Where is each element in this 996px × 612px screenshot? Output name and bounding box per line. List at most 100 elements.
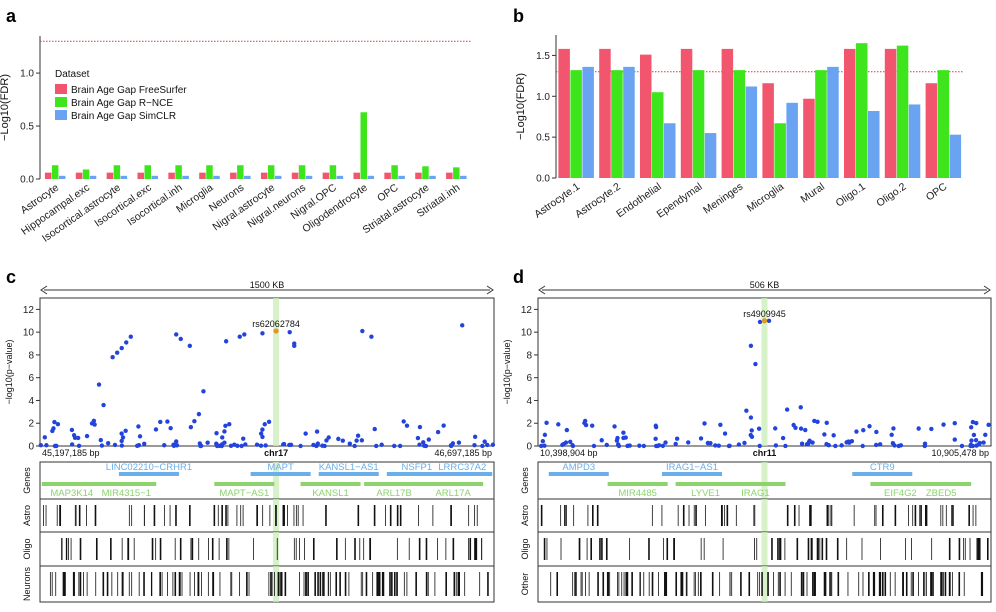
gene-body-2 — [852, 472, 913, 476]
snp-point-71 — [780, 435, 786, 441]
snp-point-116 — [981, 440, 986, 445]
snp-point-90 — [158, 419, 163, 425]
snp-point-51 — [968, 442, 974, 448]
snp-point-56 — [705, 440, 711, 446]
bar-0-5 — [199, 172, 206, 179]
snp-point-84 — [415, 435, 421, 441]
snp-point-90 — [922, 441, 928, 446]
bar-2-0 — [582, 66, 594, 178]
bar-2-6 — [244, 175, 251, 179]
snp-point-134 — [242, 332, 247, 337]
bar-0-3 — [680, 48, 693, 178]
y-tick-label: 12 — [23, 305, 35, 316]
track-label-3: Neurons — [22, 566, 32, 601]
snp-point-127 — [174, 332, 179, 337]
bar-0-3 — [137, 172, 144, 179]
gene-label-0: AMPD3 — [562, 462, 595, 473]
snp-point-61 — [867, 424, 872, 429]
snp-point-113 — [544, 420, 549, 425]
snp-point-85 — [599, 438, 604, 443]
snp-point-140 — [369, 334, 374, 339]
snp-point-91 — [450, 441, 456, 446]
snp-point-43 — [589, 423, 595, 428]
bar-1-10 — [360, 112, 367, 179]
snp-point-120 — [748, 343, 754, 349]
y-tick-label: 2 — [28, 419, 34, 430]
snp-point-127 — [798, 405, 803, 410]
bar-0-1 — [599, 48, 611, 178]
snp-point-52 — [974, 420, 979, 426]
snp-point-114 — [716, 443, 721, 448]
panel-label-c: c — [6, 267, 16, 287]
bar-2-12 — [429, 175, 436, 179]
snp-point-18 — [686, 440, 691, 445]
snp-point-119 — [860, 443, 865, 449]
bar-0-7 — [260, 172, 268, 179]
bar-2-9 — [949, 134, 962, 178]
snp-point-135 — [260, 331, 265, 336]
track-frame-3 — [39, 565, 495, 603]
gene-body-3 — [607, 482, 668, 486]
y-tick-label: 0.5 — [536, 133, 550, 144]
snp-point-36 — [55, 422, 61, 427]
snp-point-86 — [952, 437, 957, 442]
bar-1-1 — [82, 169, 90, 179]
snp-point-29 — [266, 419, 272, 424]
snp-point-61 — [340, 438, 345, 443]
y-tick-label: 8 — [526, 350, 532, 361]
x-tick-label: Mural — [799, 181, 827, 206]
snp-point-70 — [69, 427, 75, 433]
snp-point-28 — [354, 438, 359, 443]
snp-point-32 — [326, 435, 331, 440]
window-arrow-right — [486, 285, 494, 295]
bar-1-5 — [774, 123, 786, 178]
bar-chart-b: 0.00.51.01.5−Log10(FDR)Astrocyte.1Astroc… — [515, 35, 964, 221]
snp-point-123 — [128, 334, 133, 339]
snp-point-111 — [612, 424, 617, 429]
snp-point-34 — [472, 443, 477, 448]
snp-point-105 — [222, 440, 227, 445]
snp-point-68 — [582, 418, 588, 424]
gene-label-2: CTR9 — [870, 462, 895, 473]
snp-point-103 — [977, 440, 982, 446]
gene-body-2 — [318, 472, 379, 476]
snp-point-14 — [359, 438, 365, 443]
snp-point-20 — [822, 432, 827, 437]
snp-point-119 — [75, 435, 81, 441]
snp-point-112 — [656, 443, 662, 448]
snp-point-51 — [44, 443, 49, 448]
snp-point-91 — [641, 443, 647, 449]
lead-snp-label: rs62062784 — [252, 319, 300, 329]
snp-point-113 — [347, 441, 353, 446]
bar-2-2 — [664, 123, 676, 178]
snp-point-79 — [214, 443, 220, 449]
y-tick-label: 0.0 — [536, 174, 550, 185]
snp-point-143 — [260, 434, 265, 440]
snp-point-126 — [784, 407, 790, 412]
snp-point-3 — [205, 440, 210, 445]
snp-point-110 — [757, 443, 762, 449]
snp-point-117 — [615, 435, 620, 441]
snp-point-131 — [196, 411, 202, 417]
track-label-2: Oligo — [520, 538, 530, 559]
snp-point-72 — [637, 443, 642, 448]
snp-point-106 — [673, 441, 678, 447]
snp-point-53 — [374, 443, 379, 449]
snp-point-83 — [243, 442, 248, 447]
snp-point-17 — [490, 442, 496, 447]
snp-point-88 — [773, 443, 779, 448]
snp-point-115 — [417, 424, 423, 430]
track-label-0: Genes — [22, 467, 32, 494]
bar-2-11 — [398, 175, 405, 179]
snp-point-64 — [773, 426, 778, 431]
snp-point-89 — [974, 443, 979, 448]
snp-point-42 — [983, 432, 988, 438]
snp-point-93 — [804, 442, 810, 447]
snp-point-49 — [239, 443, 244, 449]
snp-point-6 — [663, 440, 668, 445]
bar-1-13 — [453, 167, 460, 179]
gene-label-1: MAPT — [267, 462, 294, 473]
gene-label-8: KANSL1 — [312, 488, 348, 499]
bar-0-5 — [762, 83, 774, 178]
snp-point-76 — [372, 426, 377, 432]
